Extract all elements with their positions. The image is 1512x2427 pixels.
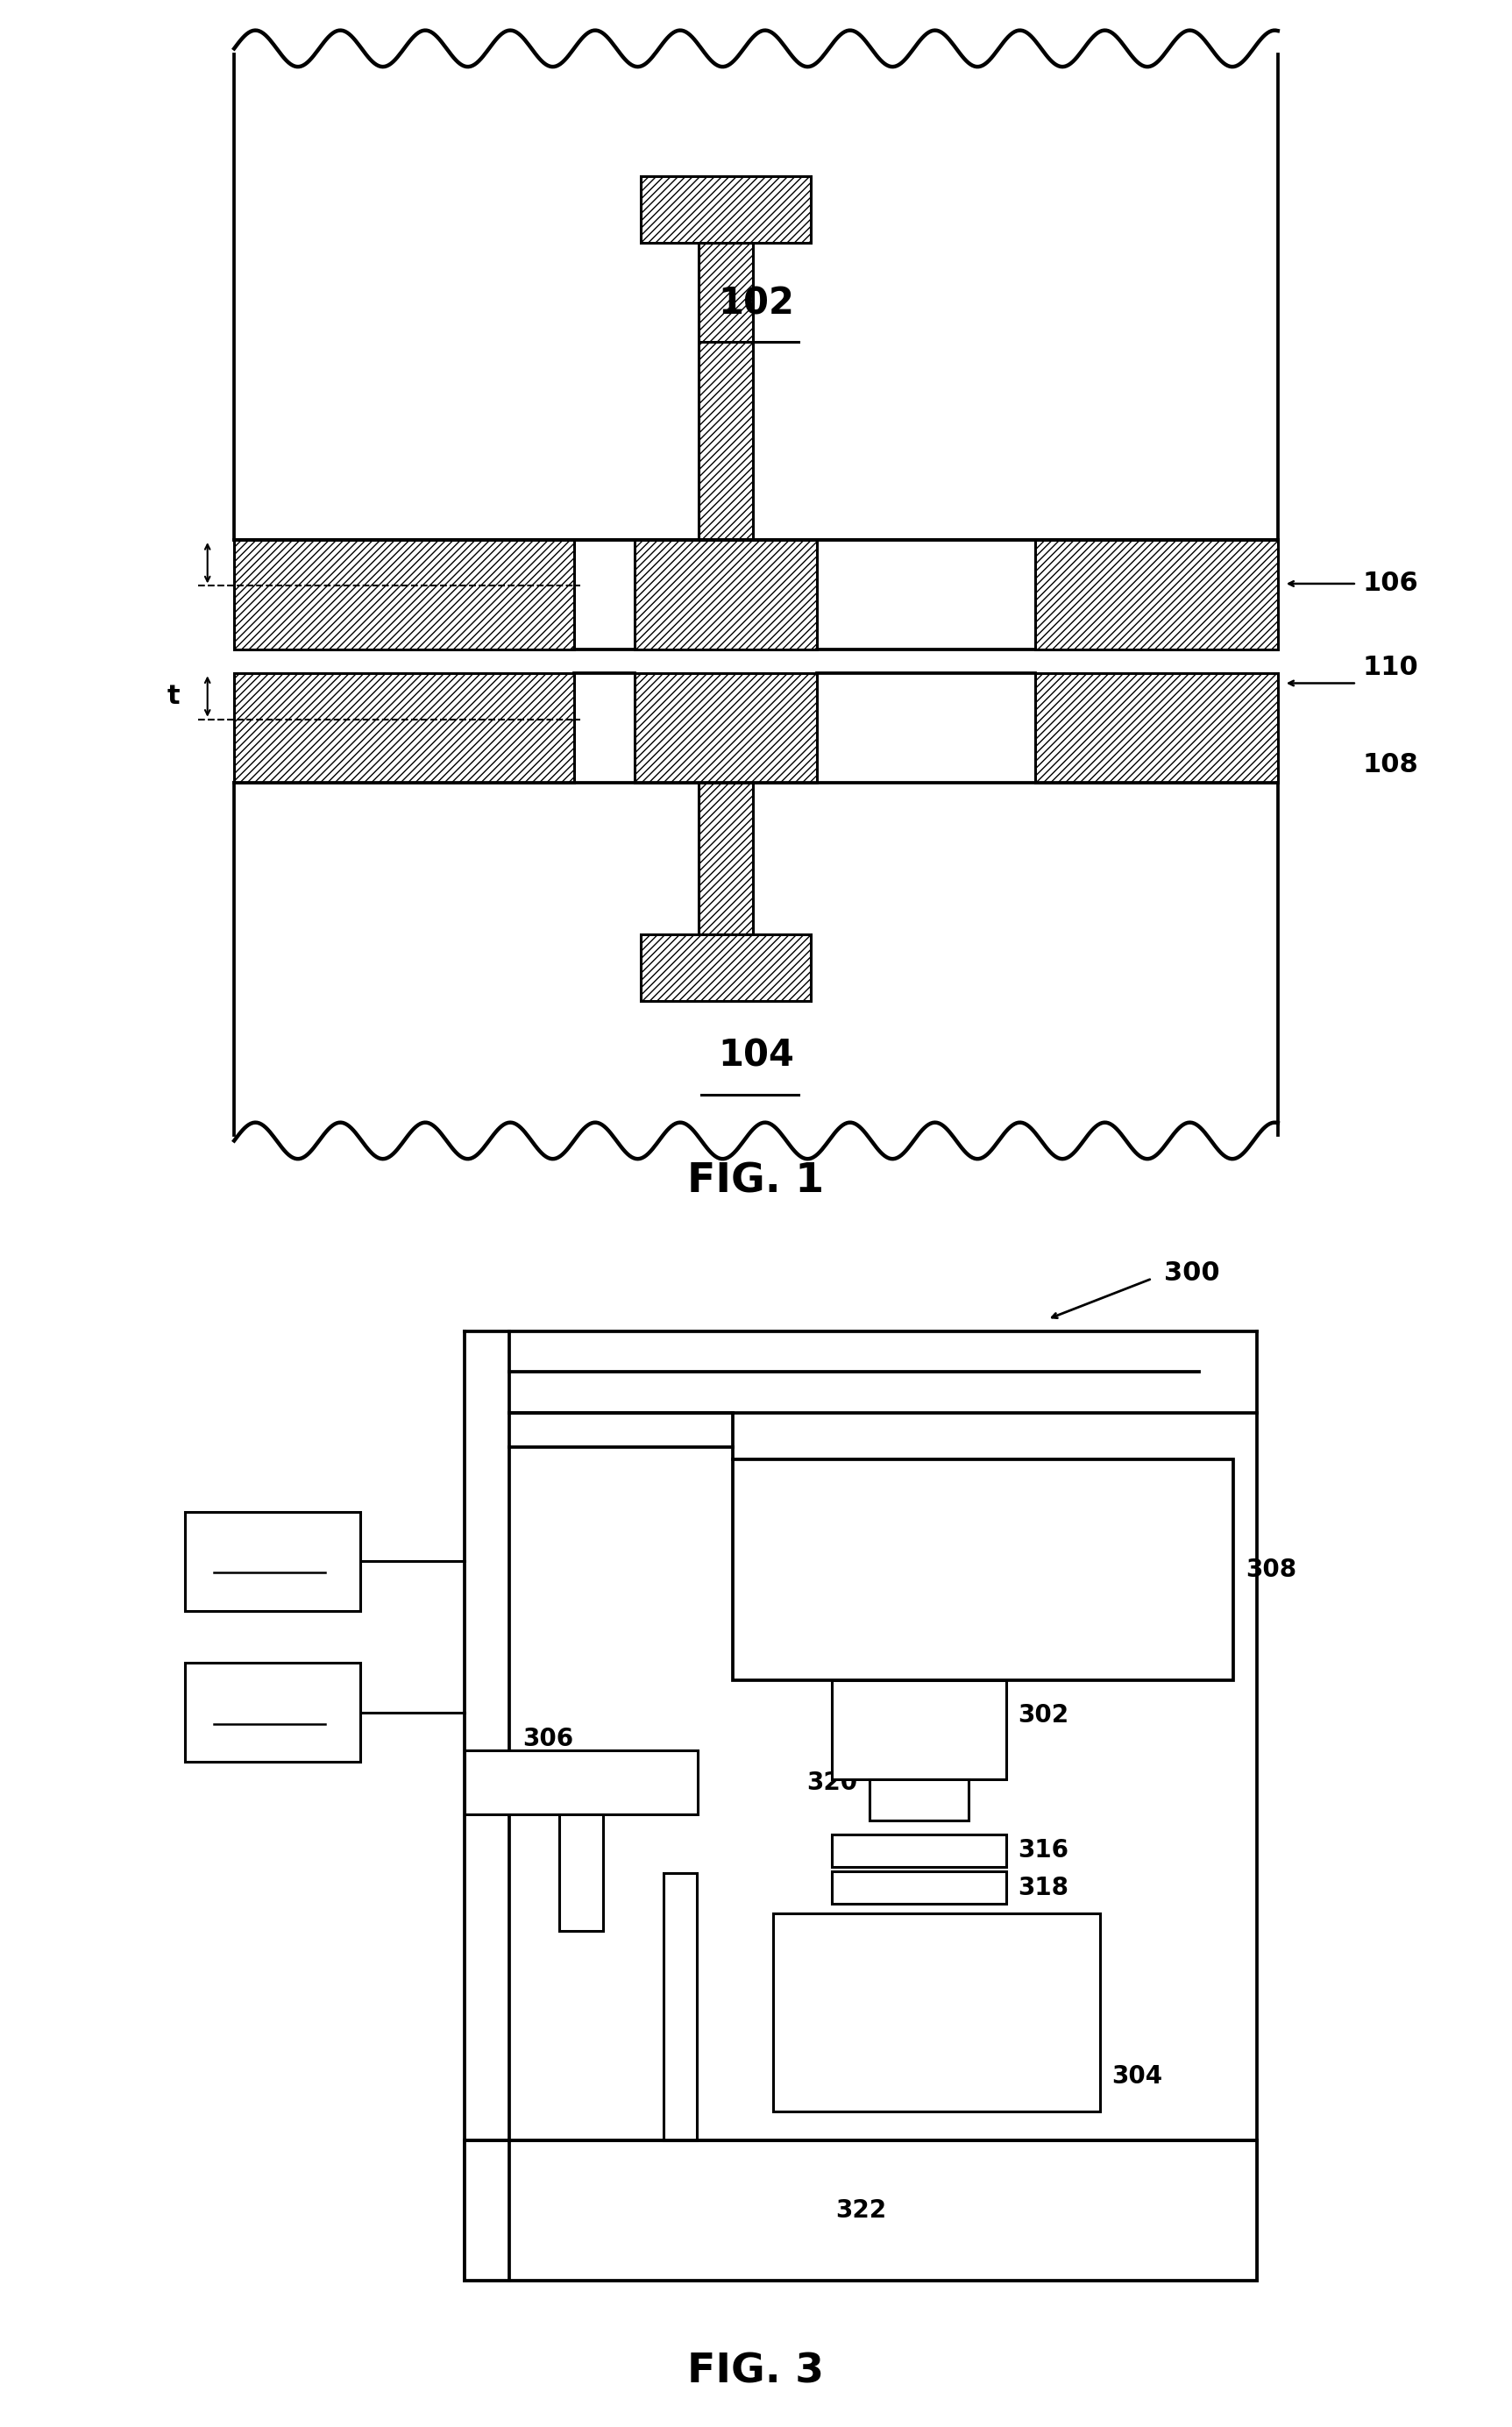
Text: FIG. 1: FIG. 1: [688, 1163, 824, 1201]
Bar: [1036, 539, 1278, 648]
Text: 106: 106: [1362, 570, 1418, 597]
Bar: [184, 1512, 360, 1612]
Bar: [635, 539, 816, 648]
Bar: [559, 1815, 603, 1932]
Bar: [832, 1871, 1007, 1905]
Bar: [664, 1874, 697, 2141]
Text: 108: 108: [1362, 752, 1418, 777]
Bar: [635, 672, 816, 781]
Bar: [774, 1912, 1099, 2111]
Text: 104: 104: [718, 1036, 794, 1075]
Bar: [234, 539, 575, 648]
Text: t: t: [168, 684, 180, 709]
Text: 318: 318: [1018, 1876, 1069, 1900]
Text: 110: 110: [1362, 655, 1418, 680]
Text: 306: 306: [523, 1726, 575, 1750]
Text: 302: 302: [1018, 1704, 1069, 1728]
Text: 310: 310: [246, 1544, 298, 1568]
Bar: [464, 2141, 1256, 2281]
Text: 308: 308: [1246, 1558, 1296, 1582]
Text: 322: 322: [835, 2199, 886, 2223]
Text: 102: 102: [718, 284, 794, 323]
Bar: [832, 1679, 1007, 1779]
Bar: [699, 781, 753, 934]
Bar: [464, 1750, 697, 1815]
Text: 312: 312: [668, 2158, 720, 2182]
Bar: [832, 1835, 1007, 1866]
Bar: [641, 934, 810, 1000]
Text: 304: 304: [1111, 2065, 1163, 2090]
Bar: [699, 243, 753, 539]
Text: 320: 320: [807, 1769, 857, 1794]
Bar: [234, 672, 575, 781]
Text: FIG. 3: FIG. 3: [688, 2352, 824, 2391]
Text: 300: 300: [1164, 1260, 1220, 1286]
Text: 314: 314: [246, 1694, 298, 1718]
Bar: [1036, 672, 1278, 781]
Bar: [184, 1662, 360, 1762]
Bar: [733, 1459, 1234, 1679]
Text: 316: 316: [1018, 1837, 1069, 1864]
Bar: [641, 175, 810, 243]
Bar: [869, 1779, 969, 1820]
